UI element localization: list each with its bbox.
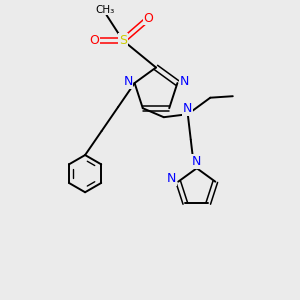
Text: N: N: [192, 155, 202, 168]
Text: N: N: [183, 102, 193, 115]
Text: O: O: [144, 11, 153, 25]
Text: N: N: [167, 172, 176, 185]
Text: S: S: [119, 34, 127, 47]
Text: O: O: [90, 34, 99, 47]
Text: N: N: [179, 75, 189, 88]
Text: CH₃: CH₃: [95, 4, 115, 15]
Text: N: N: [123, 75, 133, 88]
